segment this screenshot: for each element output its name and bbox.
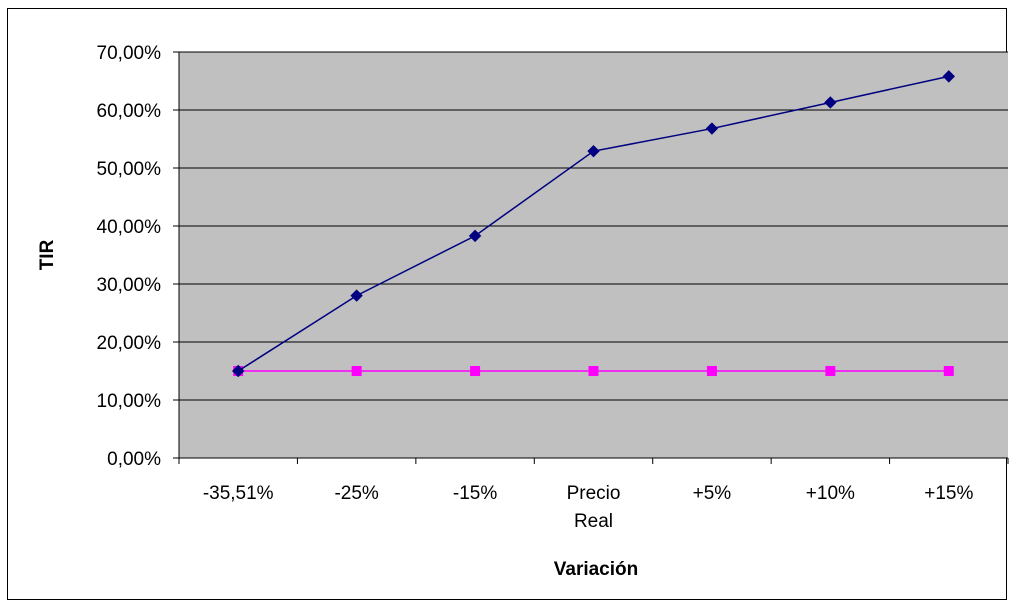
data-point-diamond <box>468 229 482 243</box>
x-tick-label: -25% <box>334 483 378 504</box>
y-tick-label: 70,00% <box>97 43 162 64</box>
data-point-diamond <box>350 289 363 302</box>
y-tick-label: 60,00% <box>97 101 162 122</box>
y-tick-label: 30,00% <box>97 275 162 296</box>
plot-area <box>179 52 1008 458</box>
data-point-diamond <box>232 364 245 378</box>
x-tick-label: +5% <box>693 483 732 504</box>
y-tick-label: 20,00% <box>97 333 162 354</box>
x-axis-title: Variación <box>554 559 639 580</box>
y-tick-label: 40,00% <box>97 217 162 238</box>
data-point-square <box>943 366 954 376</box>
y-tick-label: 50,00% <box>97 159 162 180</box>
x-tick-label: Precio Real <box>567 483 621 532</box>
data-point-square <box>470 366 481 376</box>
data-point-diamond <box>705 122 719 135</box>
series-layer <box>232 70 955 378</box>
y-axis-title: TIR <box>37 239 58 270</box>
data-point-square <box>588 366 599 376</box>
y-tick-labels: 0,00% 10,00% 20,00% 30,00% 40,00% 50,00% 60,00… <box>97 43 162 470</box>
y-tick-label: 10,00% <box>97 391 162 412</box>
data-point-square <box>351 366 362 376</box>
x-tick-labels: -35,51% -25% -15% Precio Real +5% +10% +15% <box>203 483 974 532</box>
data-point-diamond <box>942 70 955 83</box>
y-tick-label: 0,00% <box>107 449 161 470</box>
x-tick-label: -35,51% <box>203 483 274 504</box>
x-tick-label: +10% <box>806 483 855 504</box>
x-tick-label: -15% <box>453 483 497 504</box>
x-tick-label: +15% <box>924 483 973 504</box>
series-1 <box>232 70 955 378</box>
gridlines <box>179 51 1008 401</box>
data-point-square <box>825 366 836 376</box>
data-point-diamond <box>587 144 600 158</box>
data-point-square <box>706 366 717 376</box>
axes <box>173 51 1009 464</box>
data-point-diamond <box>824 96 837 109</box>
